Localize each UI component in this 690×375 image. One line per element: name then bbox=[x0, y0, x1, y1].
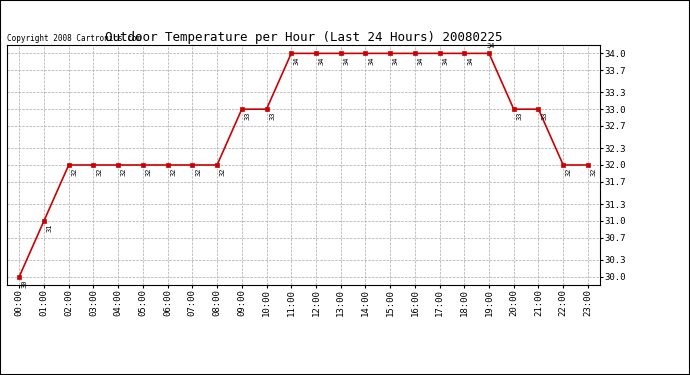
Text: 34: 34 bbox=[417, 56, 424, 64]
Text: 33: 33 bbox=[517, 112, 522, 120]
Text: 34: 34 bbox=[442, 56, 448, 64]
Text: 34: 34 bbox=[344, 56, 349, 64]
Text: 33: 33 bbox=[244, 112, 250, 120]
Text: 31: 31 bbox=[47, 224, 52, 232]
Text: 33: 33 bbox=[541, 112, 547, 120]
Text: 32: 32 bbox=[220, 168, 226, 176]
Text: 34: 34 bbox=[368, 56, 374, 64]
Text: Copyright 2008 Cartronics.com: Copyright 2008 Cartronics.com bbox=[7, 34, 141, 43]
Text: 34: 34 bbox=[393, 56, 399, 64]
Text: 32: 32 bbox=[96, 168, 102, 176]
Text: 34: 34 bbox=[467, 56, 473, 64]
Text: 32: 32 bbox=[591, 168, 597, 176]
Text: 34: 34 bbox=[486, 43, 495, 49]
Text: 32: 32 bbox=[195, 168, 201, 176]
Text: 34: 34 bbox=[319, 56, 325, 64]
Title: Outdoor Temperature per Hour (Last 24 Hours) 20080225: Outdoor Temperature per Hour (Last 24 Ho… bbox=[105, 31, 502, 44]
Text: 32: 32 bbox=[566, 168, 572, 176]
Text: 32: 32 bbox=[72, 168, 77, 176]
Text: 34: 34 bbox=[294, 56, 300, 64]
Text: 30: 30 bbox=[22, 279, 28, 288]
Text: 32: 32 bbox=[170, 168, 177, 176]
Text: 33: 33 bbox=[269, 112, 275, 120]
Text: 32: 32 bbox=[121, 168, 127, 176]
Text: 32: 32 bbox=[146, 168, 152, 176]
